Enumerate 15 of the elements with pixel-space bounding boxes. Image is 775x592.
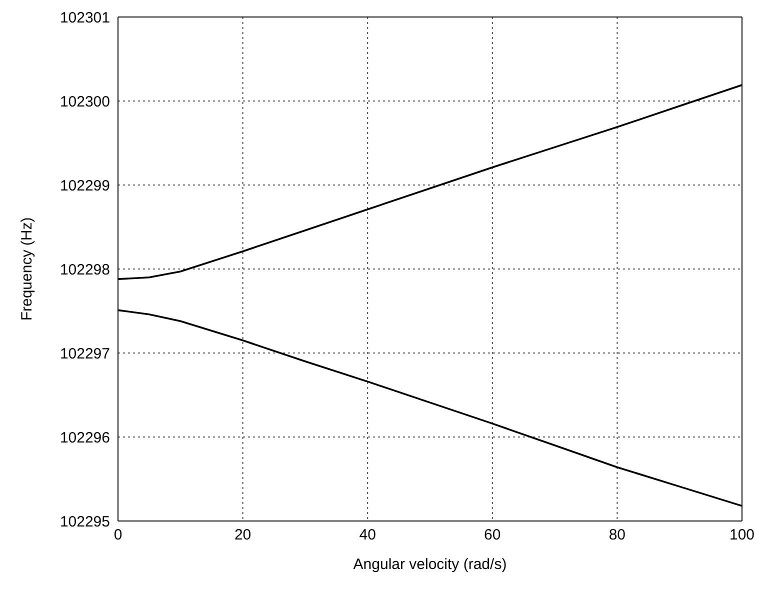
- y-tick-label: 102296: [60, 429, 110, 446]
- x-tick-label: 100: [729, 526, 755, 544]
- x-tick-label: 0: [114, 526, 122, 544]
- y-tick-label: 102298: [60, 261, 110, 278]
- y-tick-label: 102299: [60, 177, 110, 194]
- y-tick-label: 102295: [60, 513, 110, 530]
- x-tick-label: 40: [359, 526, 376, 544]
- x-axis-title: Angular velocity (rad/s): [353, 556, 507, 573]
- x-tick-label: 80: [608, 526, 626, 544]
- y-tick-label: 102301: [60, 9, 110, 26]
- y-axis-title: Frequency (Hz): [18, 217, 36, 321]
- y-tick-label: 102300: [60, 93, 110, 110]
- x-tick-label: 20: [234, 526, 252, 544]
- y-tick-label: 102297: [60, 345, 110, 362]
- x-tick-label: 60: [484, 526, 501, 544]
